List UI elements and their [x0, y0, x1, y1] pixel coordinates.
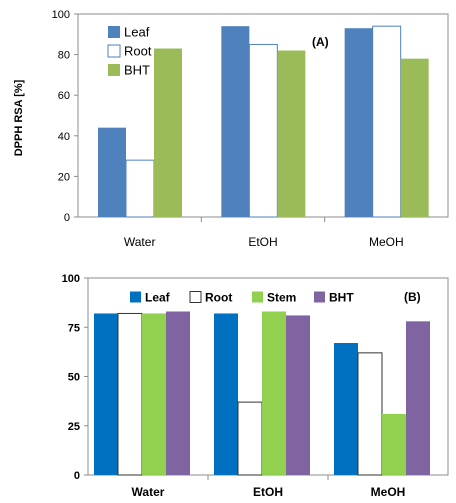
chart-b-bar-stem-etoh [262, 311, 286, 475]
chart-b-panel-label: (B) [404, 290, 421, 304]
chart-b-bar-stem-meoh [382, 413, 406, 475]
chart-a-bar-leaf-water [98, 127, 126, 217]
chart-a-legend-swatch-bht [108, 64, 120, 76]
chart-b-bar-bht-water [166, 311, 190, 475]
chart-b-legend-label-bht: BHT [329, 291, 354, 305]
chart-b-bar-leaf-etoh [214, 313, 238, 475]
chart-a-ytick-label: 60 [58, 90, 70, 102]
chart-a-legend-label-root: Root [124, 44, 152, 59]
chart-b-ytick-label: 0 [74, 470, 80, 482]
chart-b-bar-root-meoh [357, 352, 383, 476]
chart-b-legend-swatch-bht [314, 291, 325, 303]
chart-b-category-label: EtOH [253, 485, 283, 499]
chart-b-legend-swatch-stem [252, 291, 263, 303]
chart-b: (B) 0 25 50 75 100 Water EtOH MeOH Leaf Root Ste… [62, 273, 449, 499]
chart-a-legend-swatch-root [107, 44, 121, 58]
chart-b-category-label: Water [132, 485, 165, 499]
chart-b-bar-stem-water [142, 313, 166, 475]
chart-a-bar-root-water [125, 159, 155, 218]
chart-b-bar-leaf-meoh [334, 343, 358, 475]
chart-a-category-label: Water [124, 235, 156, 249]
chart-b-legend-label-leaf: Leaf [145, 291, 171, 305]
chart-b-legend-label-root: Root [205, 291, 232, 305]
chart-a-ytick-label: 40 [58, 131, 70, 143]
chart-a-ytick-label: 80 [58, 50, 70, 62]
chart-a-bar-leaf-etoh [221, 26, 250, 218]
chart-a-ytick-label: 0 [64, 212, 70, 224]
chart-b-legend-label-stem: Stem [267, 291, 296, 305]
chart-b-legend-swatch-root [189, 291, 202, 303]
chart-b-bar-root-etoh [237, 401, 263, 476]
chart-a-legend-swatch-leaf [108, 26, 120, 38]
chart-b-ytick-label: 75 [68, 322, 80, 334]
chart-b-bar-root-water [117, 312, 143, 476]
chart-a-bar-bht-etoh [277, 50, 306, 217]
chart-a-panel-label: (A) [312, 35, 329, 49]
chart-a-ytick-label: 100 [52, 9, 70, 21]
chart-b-ytick-label: 100 [62, 273, 80, 285]
chart-a-bar-root-etoh [248, 43, 278, 218]
chart-b-ytick-label: 25 [68, 421, 80, 433]
chart-a-category-label: MeOH [369, 235, 404, 249]
chart-b-bar-bht-meoh [406, 321, 430, 475]
chart-b-bar-leaf-water [94, 313, 118, 475]
chart-a-legend-label-leaf: Leaf [124, 25, 150, 40]
chart-a-bar-bht-meoh [400, 58, 429, 217]
chart-b-ytick-label: 50 [68, 372, 80, 384]
chart-a-bar-leaf-meoh [344, 28, 373, 218]
chart-a-ylabel: DPPH RSA [%] [13, 79, 25, 156]
chart-a-category-label: EtOH [248, 235, 277, 249]
chart-a-ytick-label: 20 [58, 171, 70, 183]
chart-b-bar-bht-etoh [286, 315, 310, 475]
chart-a-legend-label-bht: BHT [124, 63, 150, 78]
chart-a-bar-bht-water [154, 48, 182, 218]
chart-a: DPPH RSA [%] (A) 0 20 40 60 80 100 Water EtOH M… [13, 9, 449, 249]
chart-a-bar-root-meoh [372, 25, 402, 218]
chart-b-legend-swatch-leaf [130, 291, 141, 303]
chart-b-category-label: MeOH [371, 485, 406, 499]
